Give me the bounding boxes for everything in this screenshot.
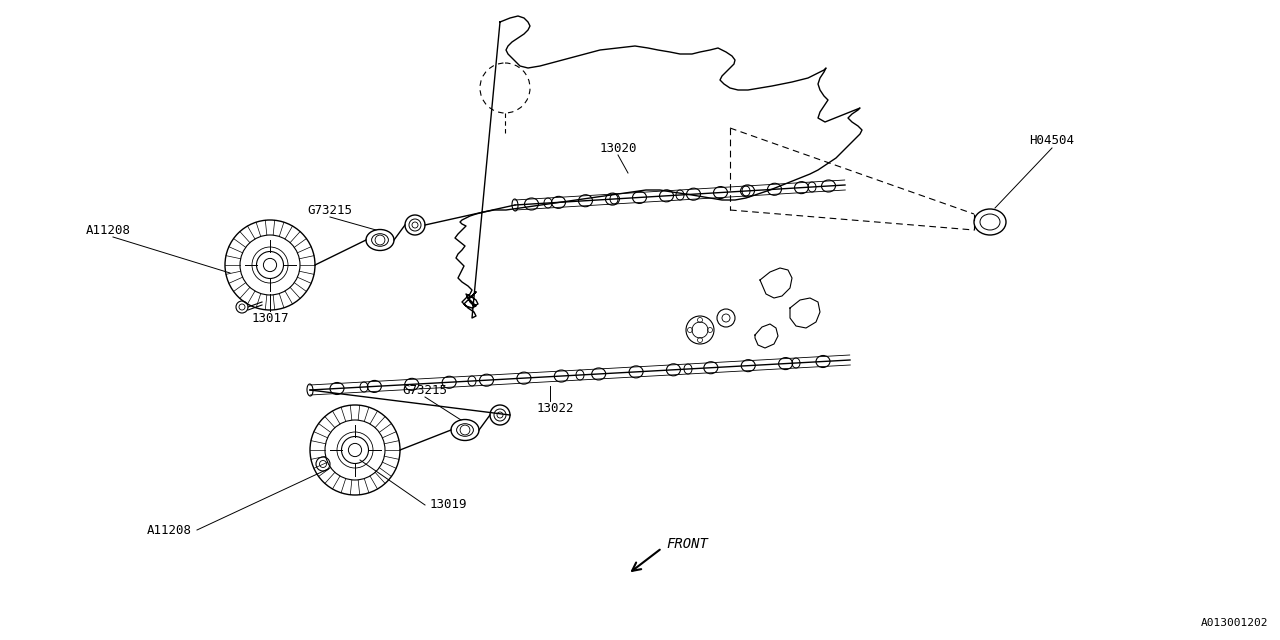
Text: H04504: H04504 xyxy=(1029,134,1074,147)
Text: 13019: 13019 xyxy=(430,499,467,511)
Text: FRONT: FRONT xyxy=(666,537,708,551)
Text: A013001202: A013001202 xyxy=(1201,618,1268,628)
Text: A11208: A11208 xyxy=(147,524,192,536)
Text: 13020: 13020 xyxy=(599,141,636,154)
Text: G73215: G73215 xyxy=(307,204,352,216)
Text: 13017: 13017 xyxy=(251,312,289,324)
Text: 13022: 13022 xyxy=(536,401,573,415)
Text: G73215: G73215 xyxy=(402,383,448,397)
Text: A11208: A11208 xyxy=(86,223,131,237)
